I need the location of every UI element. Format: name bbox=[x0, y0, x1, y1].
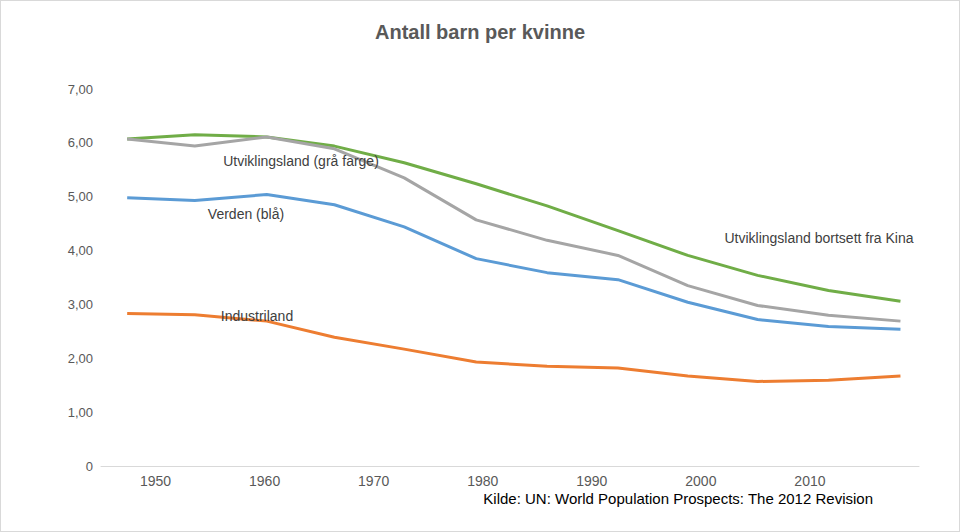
svg-text:Verden (blå): Verden (blå) bbox=[208, 206, 284, 222]
svg-text:1970: 1970 bbox=[358, 473, 389, 489]
svg-text:0: 0 bbox=[86, 459, 93, 474]
svg-text:6,00: 6,00 bbox=[68, 135, 93, 150]
svg-text:Kilde: UN: World Population Pr: Kilde: UN: World Population Prospects: T… bbox=[483, 490, 873, 507]
svg-text:1960: 1960 bbox=[249, 473, 280, 489]
svg-text:5,00: 5,00 bbox=[68, 189, 93, 204]
svg-text:Utviklingsland bortsett fra Ki: Utviklingsland bortsett fra Kina bbox=[724, 230, 913, 246]
svg-text:2000: 2000 bbox=[685, 473, 716, 489]
svg-text:Antall barn per kvinne: Antall barn per kvinne bbox=[375, 21, 585, 43]
svg-text:2010: 2010 bbox=[794, 473, 825, 489]
svg-text:3,00: 3,00 bbox=[68, 297, 93, 312]
svg-text:4,00: 4,00 bbox=[68, 243, 93, 258]
svg-text:1990: 1990 bbox=[576, 473, 607, 489]
svg-text:7,00: 7,00 bbox=[68, 82, 93, 97]
svg-text:2,00: 2,00 bbox=[68, 351, 93, 366]
svg-text:1950: 1950 bbox=[140, 473, 171, 489]
svg-text:Utviklingsland (grå farge): Utviklingsland (grå farge) bbox=[223, 153, 379, 169]
svg-text:1,00: 1,00 bbox=[68, 405, 93, 420]
svg-text:Industriland: Industriland bbox=[221, 308, 293, 324]
svg-text:1980: 1980 bbox=[467, 473, 498, 489]
